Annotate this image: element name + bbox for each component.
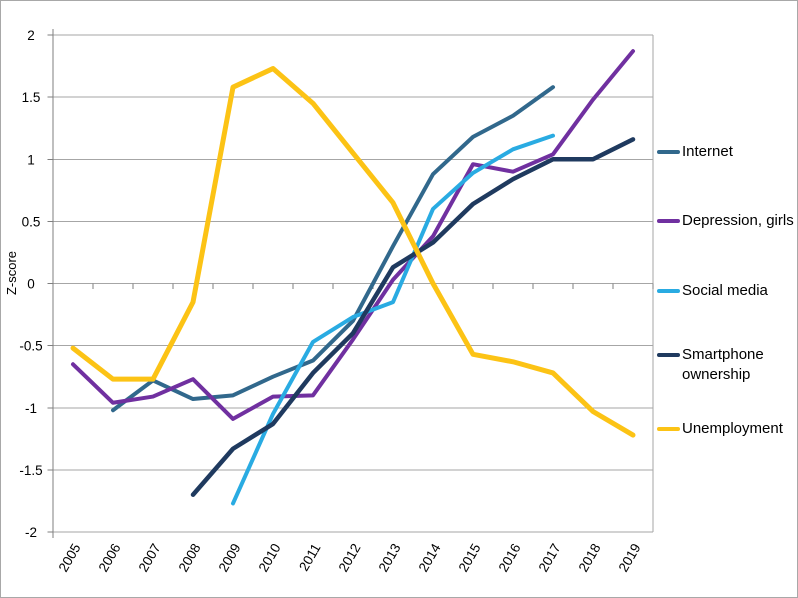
legend-item: Unemployment [657,419,783,439]
x-axis-tick-label: 2018 [576,541,604,575]
legend-label: Smartphone ownership [682,346,764,383]
y-axis-tick-label: 2 [27,28,35,43]
x-axis-tick-label: 2016 [496,541,524,575]
legend-swatch-icon [657,219,680,223]
legend-label: Internet [682,143,733,160]
legend-swatch-icon [657,289,680,293]
series-line-social-media [231,133,555,506]
series-line-depression-girls [71,49,635,421]
x-axis-tick-label: 2006 [96,541,124,575]
series-line-smartphone-ownership [190,137,636,497]
legend-item: Internet [657,142,733,162]
legend-swatch-icon [657,353,680,357]
y-axis-tick-label: -0.5 [19,339,42,354]
legend-item: Smartphone ownership [657,345,797,385]
x-axis-tick-label: 2019 [616,541,644,575]
y-axis-tick-label: -1.5 [19,463,42,478]
x-axis-tick-label: 2007 [136,541,164,575]
series-line-unemployment [70,66,636,438]
legend-item: Social media [657,281,768,301]
y-axis-title: Z-score [4,251,19,295]
x-axis-tick-label: 2014 [416,541,444,575]
y-axis-tick-label: -1 [25,401,37,416]
legend-swatch-icon [657,150,680,154]
y-axis-tick-label: -2 [25,525,37,540]
y-axis-tick-label: 1 [27,152,35,167]
legend-label: Unemployment [682,420,783,437]
x-axis-tick-label: 2012 [336,541,364,575]
y-axis-tick-label: 0 [27,277,35,292]
x-axis-tick-label: 2011 [296,541,324,574]
y-axis-tick-label: 0.5 [22,214,41,229]
x-axis-tick-label: 2008 [176,541,204,575]
x-axis-tick-label: 2013 [376,541,404,575]
x-axis-tick-label: 2015 [456,541,484,575]
x-axis-tick-label: 2009 [216,541,244,575]
legend-label: Depression, girls [682,212,794,229]
x-axis-tick-label: 2017 [536,541,564,575]
legend-item: Depression, girls [657,211,794,231]
x-axis-tick-label: 2010 [256,541,284,575]
y-axis-tick-label: 1.5 [22,90,41,105]
legend: Internet Depression, girls Social media Sma… [657,1,797,597]
series-line-internet [111,85,555,413]
legend-swatch-icon [657,427,680,431]
legend-label: Social media [682,282,768,299]
x-axis-tick-label: 2005 [56,541,84,575]
